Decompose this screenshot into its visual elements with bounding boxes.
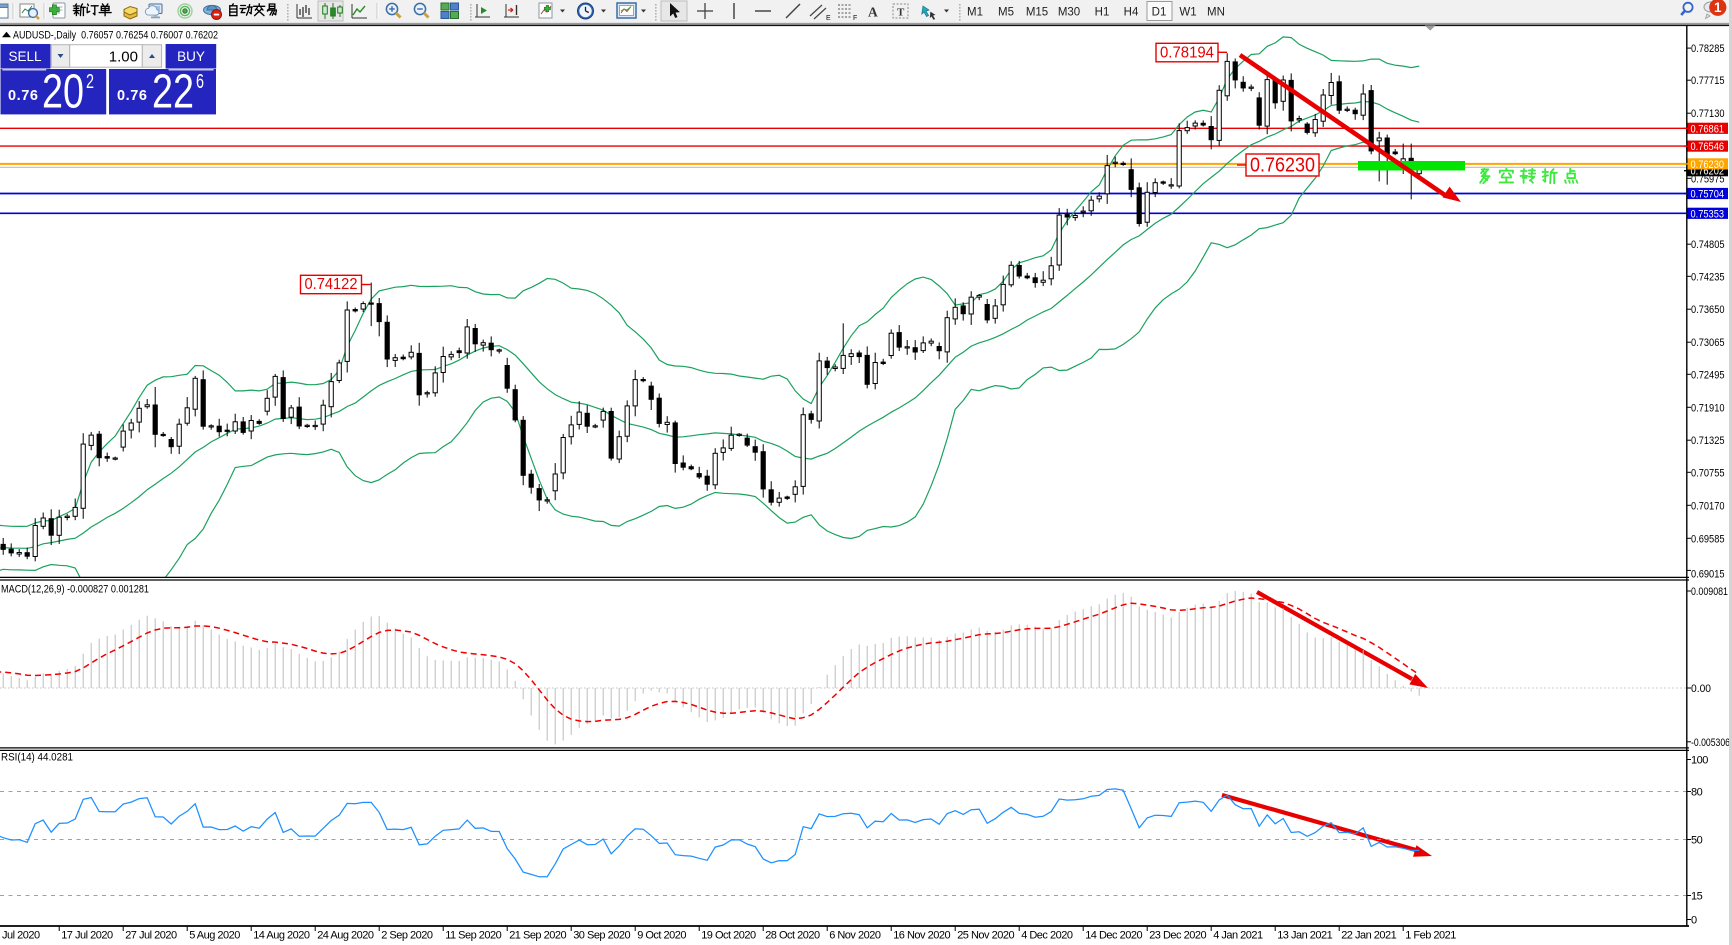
svg-text:0.76: 0.76: [117, 88, 147, 104]
svg-text:4 Dec 2020: 4 Dec 2020: [1021, 930, 1073, 942]
svg-text:H1: H1: [1095, 7, 1110, 19]
svg-text:28 Oct 2020: 28 Oct 2020: [765, 930, 820, 942]
svg-text:0.75353: 0.75353: [1691, 208, 1725, 220]
svg-text:-0.005306: -0.005306: [1691, 737, 1730, 749]
svg-text:0.69585: 0.69585: [1691, 533, 1725, 545]
svg-text:M5: M5: [998, 7, 1014, 19]
svg-text:15: 15: [1691, 891, 1703, 903]
svg-text:0.00: 0.00: [1691, 683, 1711, 695]
svg-text:50: 50: [1691, 835, 1703, 847]
svg-text:20: 20: [42, 66, 84, 119]
svg-text:9 Oct 2020: 9 Oct 2020: [637, 930, 686, 942]
svg-text:0.75704: 0.75704: [1691, 189, 1725, 201]
svg-text:11 Sep 2020: 11 Sep 2020: [445, 930, 501, 942]
svg-text:0.76861: 0.76861: [1691, 123, 1725, 135]
svg-text:0.74805: 0.74805: [1691, 239, 1725, 251]
svg-text:6 Nov 2020: 6 Nov 2020: [829, 930, 881, 942]
svg-text:0.71910: 0.71910: [1691, 402, 1725, 414]
svg-text:22 Jan 2021: 22 Jan 2021: [1341, 930, 1396, 942]
svg-text:1 Feb 2021: 1 Feb 2021: [1405, 930, 1456, 942]
svg-text:0: 0: [1691, 915, 1697, 927]
svg-text:5 Aug 2020: 5 Aug 2020: [189, 930, 240, 942]
svg-text:16 Nov 2020: 16 Nov 2020: [893, 930, 950, 942]
svg-text:0.76546: 0.76546: [1691, 141, 1725, 153]
svg-text:0.74235: 0.74235: [1691, 271, 1725, 283]
svg-text:30 Sep 2020: 30 Sep 2020: [573, 930, 630, 942]
svg-text:0.71325: 0.71325: [1691, 435, 1725, 447]
svg-text:80: 80: [1691, 787, 1703, 799]
svg-text:0.70170: 0.70170: [1691, 500, 1725, 512]
svg-text:0.73065: 0.73065: [1691, 337, 1725, 349]
svg-text:Jul 2020: Jul 2020: [2, 930, 40, 942]
svg-text:0.76230: 0.76230: [1250, 154, 1315, 177]
svg-text:0.009081: 0.009081: [1691, 586, 1728, 598]
svg-text:21 Sep 2020: 21 Sep 2020: [509, 930, 566, 942]
svg-text:17 Jul 2020: 17 Jul 2020: [61, 930, 113, 942]
svg-text:6: 6: [196, 71, 204, 93]
svg-text:0.77130: 0.77130: [1691, 108, 1725, 120]
svg-text:H4: H4: [1124, 7, 1139, 19]
svg-text:SELL: SELL: [8, 49, 42, 64]
svg-text:1: 1: [1714, 0, 1722, 15]
svg-text:24 Aug 2020: 24 Aug 2020: [317, 930, 374, 942]
svg-text:F: F: [853, 15, 857, 22]
svg-text:A: A: [868, 5, 878, 20]
svg-text:MN: MN: [1207, 7, 1225, 19]
svg-text:MACD(12,26,9) -0.000827 0.0012: MACD(12,26,9) -0.000827 0.001281: [1, 584, 149, 596]
svg-text:2 Sep 2020: 2 Sep 2020: [381, 930, 433, 942]
svg-text:0.70755: 0.70755: [1691, 467, 1725, 479]
svg-text:14 Aug 2020: 14 Aug 2020: [253, 930, 310, 942]
svg-text:BUY: BUY: [177, 49, 205, 64]
svg-text:27 Jul 2020: 27 Jul 2020: [125, 930, 177, 942]
svg-text:RSI(14) 44.0281: RSI(14) 44.0281: [1, 752, 73, 764]
svg-text:M30: M30: [1058, 7, 1080, 19]
svg-text:0.78194: 0.78194: [1160, 44, 1214, 61]
svg-text:1.00: 1.00: [109, 49, 138, 66]
svg-text:W1: W1: [1179, 7, 1196, 19]
svg-text:14 Dec 2020: 14 Dec 2020: [1085, 930, 1142, 942]
svg-text:2: 2: [86, 71, 94, 93]
svg-text:100: 100: [1691, 755, 1708, 767]
svg-text:0.76: 0.76: [8, 88, 38, 104]
svg-text:4 Jan 2021: 4 Jan 2021: [1213, 930, 1263, 942]
svg-text:23 Dec 2020: 23 Dec 2020: [1149, 930, 1206, 942]
svg-text:0.74122: 0.74122: [305, 276, 358, 293]
svg-text:19 Oct 2020: 19 Oct 2020: [701, 930, 756, 942]
svg-text:D1: D1: [1152, 7, 1167, 19]
svg-text:0.78285: 0.78285: [1691, 43, 1725, 55]
svg-text:0.72495: 0.72495: [1691, 369, 1725, 381]
svg-text:25 Nov 2020: 25 Nov 2020: [957, 930, 1014, 942]
svg-text:22: 22: [152, 66, 194, 119]
svg-text:0.73650: 0.73650: [1691, 304, 1725, 316]
svg-text:13 Jan 2021: 13 Jan 2021: [1277, 930, 1332, 942]
svg-text:E: E: [826, 15, 831, 22]
svg-text:M15: M15: [1026, 7, 1048, 19]
svg-text:M1: M1: [967, 7, 983, 19]
svg-text:T: T: [897, 7, 905, 19]
svg-text:AUDUSD-,Daily 0.76057 0.76254: AUDUSD-,Daily 0.76057 0.76254 0.76007 0.…: [13, 30, 218, 42]
svg-text:0.77715: 0.77715: [1691, 75, 1725, 87]
svg-text:0.76230: 0.76230: [1691, 159, 1725, 171]
svg-text:0.69015: 0.69015: [1691, 568, 1725, 580]
